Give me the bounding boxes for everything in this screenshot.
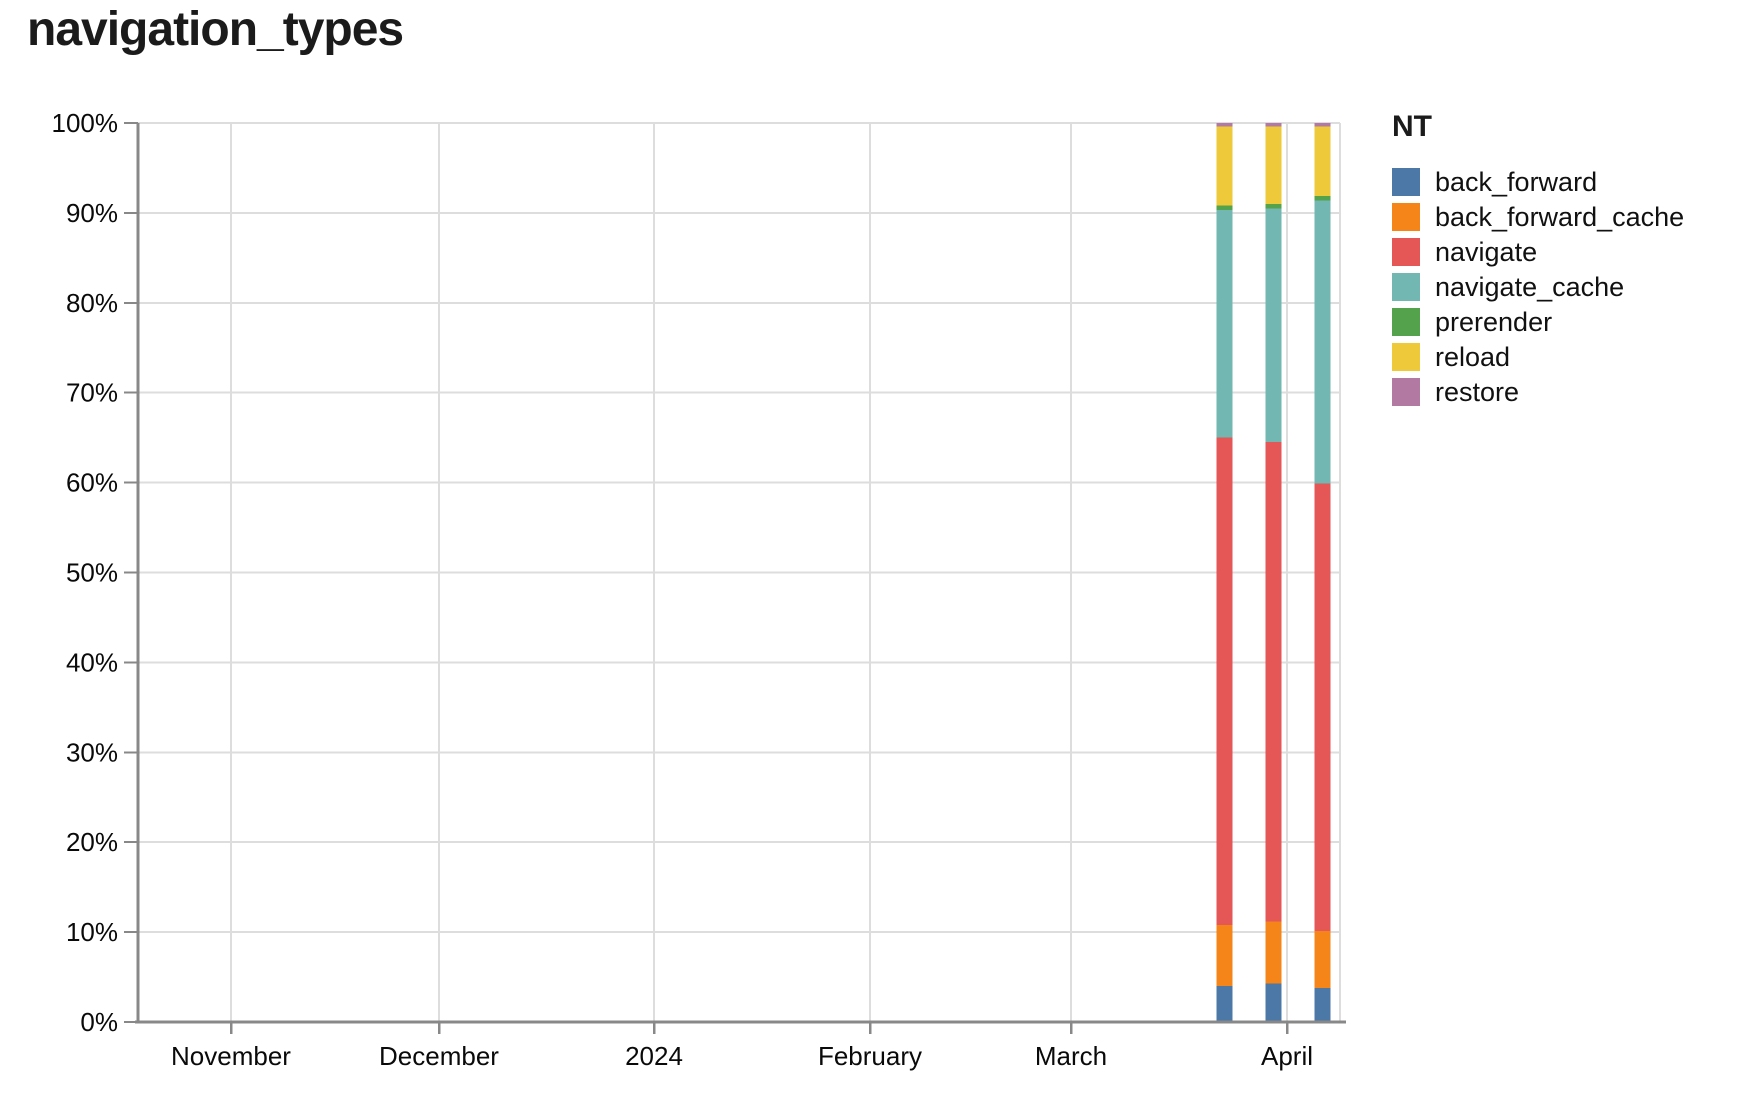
legend-label: reload (1435, 341, 1511, 372)
legend-swatch-reload (1392, 343, 1420, 371)
legend-item-back_forward_cache: back_forward_cache (1392, 201, 1722, 232)
bar-segment-restore[interactable] (1216, 123, 1233, 127)
bar-segment-reload[interactable] (1265, 126, 1282, 204)
legend-item-reload: reload (1392, 341, 1722, 372)
legend-swatch-back_forward_cache (1392, 203, 1420, 231)
legend-swatch-restore (1392, 378, 1420, 406)
y-axis-label: 20% (66, 827, 118, 857)
bar-segment-restore[interactable] (1314, 123, 1331, 127)
bar-segment-navigate[interactable] (1265, 442, 1282, 922)
legend-label: restore (1435, 376, 1520, 407)
y-axis-label: 50% (66, 558, 118, 588)
bar-segment-reload[interactable] (1314, 126, 1331, 196)
legend-swatch-back_forward (1392, 168, 1420, 196)
y-axis-label: 80% (66, 288, 118, 318)
bar-segment-back_forward_cache[interactable] (1265, 921, 1282, 984)
legend-swatch-navigate_cache (1392, 273, 1420, 301)
y-axis-label: 30% (66, 737, 118, 767)
y-axis-label: 0% (80, 1007, 118, 1037)
legend-label: navigate (1435, 236, 1538, 267)
chart-title: navigation_types (27, 3, 404, 56)
legend-label: back_forward (1435, 166, 1598, 197)
bar-segment-navigate_cache[interactable] (1265, 208, 1282, 443)
bar-segment-back_forward[interactable] (1216, 986, 1233, 1022)
legend-swatch-navigate (1392, 238, 1420, 266)
x-axis-label: February (818, 1041, 922, 1071)
y-axis-label: 40% (66, 647, 118, 677)
x-axis-label: March (1035, 1041, 1107, 1071)
bar-segment-back_forward[interactable] (1314, 987, 1331, 1022)
y-axis-label: 60% (66, 468, 118, 498)
bar-segment-navigate[interactable] (1314, 483, 1331, 932)
bar-segment-navigate_cache[interactable] (1314, 200, 1331, 484)
bar-segment-navigate_cache[interactable] (1216, 210, 1233, 438)
bar-segment-back_forward_cache[interactable] (1216, 924, 1233, 987)
bar-segment-reload[interactable] (1216, 126, 1233, 206)
legend-items: back_forward back_forward_cache navigate… (1392, 166, 1722, 407)
y-axis-label: 90% (66, 198, 118, 228)
bar-segment-navigate[interactable] (1216, 437, 1233, 925)
y-axis-label: 10% (66, 917, 118, 947)
bar-segment-prerender[interactable] (1314, 195, 1331, 201)
bar-segment-prerender[interactable] (1265, 203, 1282, 209)
x-axis-label: April (1261, 1041, 1313, 1071)
bar-segment-back_forward[interactable] (1265, 983, 1282, 1022)
x-axis-label: 2024 (625, 1041, 683, 1071)
legend-item-back_forward: back_forward (1392, 166, 1722, 197)
legend-label: navigate_cache (1435, 271, 1625, 302)
legend-item-restore: restore (1392, 376, 1722, 407)
legend-item-navigate_cache: navigate_cache (1392, 271, 1722, 302)
bar-segment-back_forward_cache[interactable] (1314, 931, 1331, 988)
legend-item-navigate: navigate (1392, 236, 1722, 267)
legend-item-prerender: prerender (1392, 306, 1722, 337)
legend-title: NT (1392, 110, 1432, 143)
legend-label: back_forward_cache (1435, 201, 1685, 232)
legend-swatch-prerender (1392, 308, 1420, 336)
x-axis-label: November (171, 1041, 291, 1071)
x-axis-label: December (379, 1041, 499, 1071)
y-axis-label: 100% (52, 108, 119, 138)
legend-label: prerender (1435, 306, 1553, 337)
bar-segment-prerender[interactable] (1216, 205, 1233, 211)
bar-segment-restore[interactable] (1265, 123, 1282, 127)
legend: NT back_forward back_forward_cache navig… (1392, 110, 1722, 407)
y-axis-label: 70% (66, 378, 118, 408)
